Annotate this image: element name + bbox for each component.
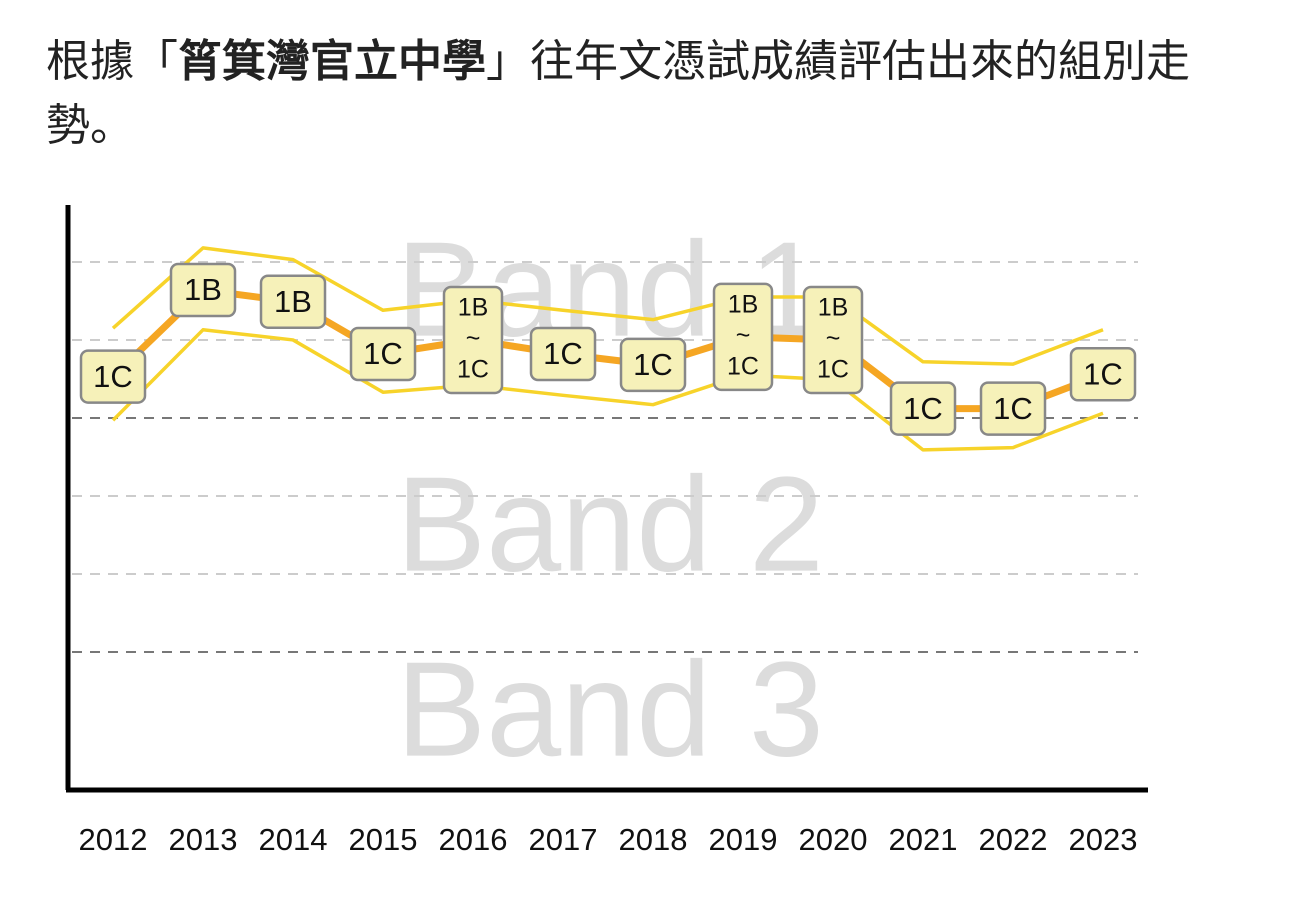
band-box-label: ~ (826, 325, 841, 353)
range-line (111, 328, 1104, 452)
band-box-label: 1C (633, 347, 673, 382)
band-box-rect (889, 381, 957, 436)
band-box: 1C (79, 349, 147, 404)
x-tick-label: 2021 (889, 822, 958, 857)
band-box: 1B ~1C (712, 282, 774, 392)
band-box-label: ~ (466, 325, 481, 353)
band-box: 1C (529, 326, 597, 382)
band-box-label: 1B (184, 272, 222, 307)
x-tick-label: 2019 (709, 822, 778, 857)
band-box: 1C (619, 337, 687, 393)
band-box-rect (169, 262, 237, 318)
band-label: Band 2 (396, 449, 824, 600)
band-box-label: ~ (736, 321, 751, 349)
intro-text: 根據「筲箕灣官立中學」往年文憑試成績評估出來的組別走勢。 (46, 30, 1246, 158)
band-box: 1C (349, 326, 417, 382)
band-box-label: 1C (817, 356, 849, 384)
x-tick-label: 2012 (79, 822, 148, 857)
band-box-label: 1B (818, 294, 849, 322)
x-tick-label: 2016 (439, 822, 508, 857)
x-tick-label: 2018 (619, 822, 688, 857)
band-box-label: 1C (93, 359, 133, 394)
x-tick-label: 2020 (799, 822, 868, 857)
x-tick-label: 2017 (529, 822, 598, 857)
band-box: 1B ~1C (442, 285, 504, 395)
band-box-label: 1C (457, 356, 489, 384)
band-box-rect (259, 274, 327, 329)
band-box-label: 1B (728, 290, 759, 318)
band-box-rect (979, 381, 1047, 436)
band-box-label: 1B (274, 284, 312, 319)
band-box-rect (79, 349, 147, 404)
intro-suffix: 」往年文憑試成績評估出來的組別走勢。 (46, 36, 1190, 151)
school-name: 筲箕灣官立中學 (178, 36, 486, 87)
band-box-label: 1C (363, 336, 403, 371)
x-tick-label: 2015 (349, 822, 418, 857)
band-box: 1B (169, 262, 237, 318)
band-box: 1C (979, 381, 1047, 436)
band-box-rect (712, 282, 774, 392)
band-box: 1C (889, 381, 957, 436)
band-box: 1B ~1C (802, 285, 864, 395)
band-box-label: 1C (727, 352, 759, 380)
band-box-rect (1069, 347, 1137, 402)
band-box-label: 1C (993, 391, 1033, 426)
band-box-rect (349, 326, 417, 382)
intro-prefix: 根據「 (46, 36, 178, 87)
band-label: Band 3 (396, 634, 824, 785)
band-box-rect (442, 285, 504, 395)
x-tick-label: 2013 (169, 822, 238, 857)
band-box-label: 1C (1083, 356, 1123, 391)
band-box-rect (529, 326, 597, 382)
band-box-rect (619, 337, 687, 393)
x-tick-label: 2023 (1069, 822, 1138, 857)
range-line (111, 246, 1104, 366)
band-box: 1B (259, 274, 327, 329)
x-tick-label: 2014 (259, 822, 328, 857)
band-box-rect (802, 285, 864, 395)
band-box-label: 1C (903, 391, 943, 426)
band-box-label: 1C (543, 336, 583, 371)
band-box-label: 1B (458, 294, 489, 322)
band-box: 1C (1069, 347, 1137, 402)
x-tick-label: 2022 (979, 822, 1048, 857)
